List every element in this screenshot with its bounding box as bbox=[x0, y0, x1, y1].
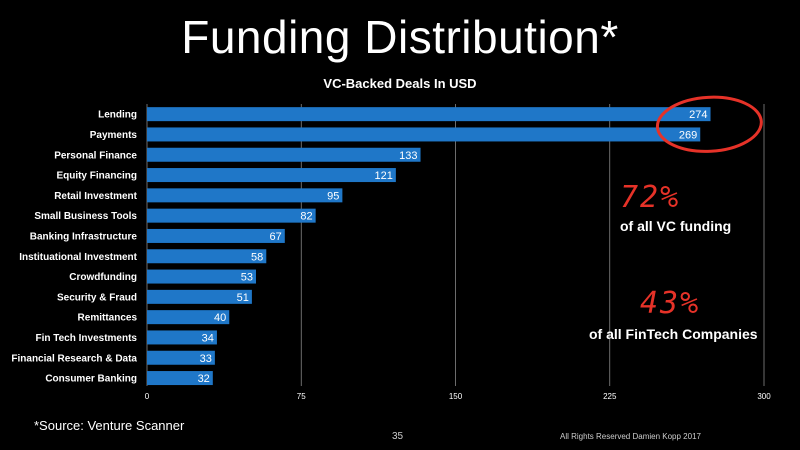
bar-retail-investment bbox=[147, 188, 343, 203]
slide-title: Funding Distribution* bbox=[181, 11, 619, 63]
value-label-consumer-banking: 32 bbox=[198, 373, 210, 385]
category-label-remittances: Remittances bbox=[78, 313, 138, 324]
category-label-lending: Lending bbox=[98, 110, 137, 121]
value-label-banking-infrastructure: 67 bbox=[270, 231, 282, 243]
bar-equity-financing bbox=[147, 168, 396, 183]
chart-title: VC-Backed Deals In USD bbox=[323, 76, 477, 91]
value-label-financial-research-data: 33 bbox=[200, 353, 212, 365]
category-label-security-fraud: Security & Fraud bbox=[57, 292, 137, 303]
x-tick-label: 75 bbox=[297, 392, 306, 401]
category-label-banking-infrastructure: Banking Infrastructure bbox=[30, 231, 138, 242]
bar-consumer-banking bbox=[147, 371, 213, 386]
bar-lending bbox=[147, 107, 711, 122]
value-label-fin-tech-investments: 34 bbox=[202, 332, 214, 344]
category-label-payments: Payments bbox=[90, 130, 138, 141]
category-label-small-business-tools: Small Business Tools bbox=[34, 211, 137, 222]
annotation-percent-vc-funding: 72% bbox=[620, 180, 681, 215]
annotation-label-fintech-companies: of all FinTech Companies bbox=[589, 326, 758, 342]
value-label-lending: 274 bbox=[689, 109, 707, 121]
copyright-notice: All Rights Reserved Damien Kopp 2017 bbox=[560, 432, 701, 441]
annotation-percent-fintech-companies: 43% bbox=[640, 286, 701, 321]
value-label-equity-financing: 121 bbox=[374, 170, 392, 182]
bar-remittances bbox=[147, 310, 230, 325]
bar-financial-research-data bbox=[147, 350, 215, 365]
category-label-fin-tech-investments: Fin Tech Investments bbox=[35, 333, 137, 344]
source-note: *Source: Venture Scanner bbox=[34, 418, 185, 433]
bar-security-fraud bbox=[147, 289, 252, 304]
bar-crowdfunding bbox=[147, 269, 257, 284]
bar-payments bbox=[147, 127, 701, 142]
category-label-instituational-investment: Instituational Investment bbox=[19, 252, 137, 263]
category-label-retail-investment: Retail Investment bbox=[54, 191, 137, 202]
bar-instituational-investment bbox=[147, 249, 267, 264]
page-number: 35 bbox=[392, 431, 404, 442]
value-label-crowdfunding: 53 bbox=[241, 272, 253, 284]
annotation-label-vc-funding: of all VC funding bbox=[620, 218, 732, 234]
value-label-security-fraud: 51 bbox=[237, 292, 249, 304]
x-tick-label: 150 bbox=[449, 392, 463, 401]
value-label-payments: 269 bbox=[679, 129, 697, 141]
value-label-instituational-investment: 58 bbox=[251, 251, 263, 263]
highlight-circle bbox=[655, 95, 763, 153]
value-label-personal-finance: 133 bbox=[399, 150, 417, 162]
value-label-remittances: 40 bbox=[214, 312, 226, 324]
x-tick-label: 0 bbox=[145, 392, 150, 401]
category-label-personal-finance: Personal Finance bbox=[54, 150, 137, 161]
category-label-consumer-banking: Consumer Banking bbox=[45, 374, 137, 385]
x-tick-label: 225 bbox=[603, 392, 617, 401]
category-label-equity-financing: Equity Financing bbox=[56, 171, 137, 182]
value-label-small-business-tools: 82 bbox=[300, 211, 312, 223]
x-tick-label: 300 bbox=[757, 392, 771, 401]
category-label-crowdfunding: Crowdfunding bbox=[69, 272, 137, 283]
bar-small-business-tools bbox=[147, 208, 316, 223]
category-label-financial-research-data: Financial Research & Data bbox=[11, 353, 137, 364]
bar-fin-tech-investments bbox=[147, 330, 217, 345]
bar-banking-infrastructure bbox=[147, 228, 285, 243]
value-label-retail-investment: 95 bbox=[327, 190, 339, 202]
bar-personal-finance bbox=[147, 147, 421, 162]
